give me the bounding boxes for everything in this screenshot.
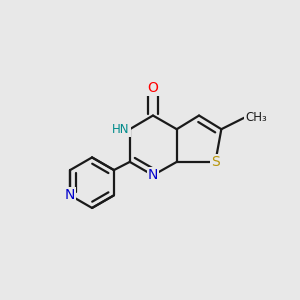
Text: HN: HN — [112, 123, 130, 136]
Text: N: N — [65, 188, 75, 202]
Text: CH₃: CH₃ — [245, 111, 267, 124]
Text: N: N — [148, 168, 158, 182]
Text: S: S — [211, 155, 220, 169]
Text: O: O — [148, 81, 158, 94]
